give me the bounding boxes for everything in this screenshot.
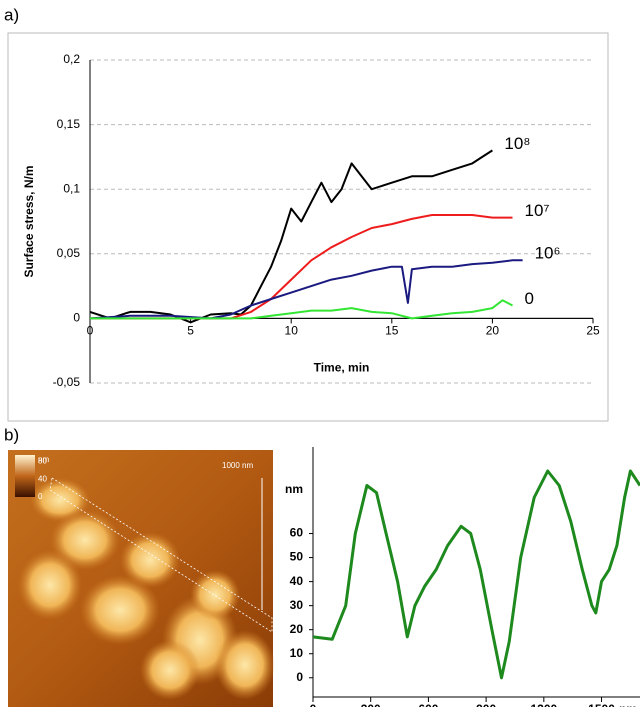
colorbar-tick-label: 40 bbox=[38, 474, 47, 483]
y-tick-label: 10 bbox=[290, 646, 304, 660]
x-tick-label: 900 bbox=[476, 702, 496, 707]
colorbar-tick-label: 80 bbox=[38, 457, 47, 466]
y-axis-label: Surface stress, N/m bbox=[22, 165, 36, 277]
y-axis-label: nm bbox=[285, 482, 303, 496]
series-label: 10⁸ bbox=[504, 134, 530, 153]
x-tick-label: 15 bbox=[385, 324, 399, 338]
data-line bbox=[90, 214, 513, 320]
x-axis-label: nm bbox=[619, 702, 637, 707]
y-tick-label: 60 bbox=[290, 526, 304, 540]
y-tick-label: -0,05 bbox=[53, 375, 81, 389]
colorbar-title: nm bbox=[38, 455, 49, 464]
y-tick-label: 20 bbox=[290, 622, 304, 636]
x-tick-label: 25 bbox=[586, 324, 600, 338]
series-label: 10⁶ bbox=[535, 244, 561, 263]
x-tick-label: 20 bbox=[486, 324, 500, 338]
x-tick-label: 300 bbox=[361, 702, 381, 707]
data-line bbox=[89, 259, 523, 320]
x-tick-label: 1200 bbox=[530, 702, 557, 707]
y-tick-label: 30 bbox=[290, 598, 304, 612]
y-tick-label: 50 bbox=[290, 550, 304, 564]
colorbar-tick-label: 0 bbox=[38, 492, 43, 501]
panel-frame bbox=[7, 32, 609, 422]
data-line bbox=[312, 469, 640, 680]
y-tick-label: 0,1 bbox=[63, 181, 80, 195]
x-tick-label: 5 bbox=[187, 324, 194, 338]
data-line bbox=[89, 149, 493, 324]
series-label: 10⁷ bbox=[525, 201, 550, 220]
x-tick-label: 10 bbox=[285, 324, 299, 338]
x-tick-label: 0 bbox=[310, 702, 317, 707]
afm-image bbox=[8, 450, 275, 707]
y-tick-label: 0,2 bbox=[63, 52, 80, 66]
y-tick-label: 0 bbox=[73, 311, 80, 325]
y-tick-label: 0,15 bbox=[57, 117, 81, 131]
data-line bbox=[90, 299, 513, 320]
panel-label: a) bbox=[4, 5, 19, 24]
x-axis-label: Time, min bbox=[314, 361, 370, 375]
y-tick-label: 0,05 bbox=[57, 246, 81, 260]
panel-label: b) bbox=[4, 425, 19, 444]
series-label: 0 bbox=[525, 289, 534, 308]
scale-bar-label: 1000 nm bbox=[222, 461, 253, 470]
x-tick-label: 600 bbox=[418, 702, 438, 707]
x-tick-label: 1500 bbox=[588, 702, 615, 707]
y-tick-label: 40 bbox=[290, 574, 304, 588]
y-tick-label: 0 bbox=[296, 670, 303, 684]
